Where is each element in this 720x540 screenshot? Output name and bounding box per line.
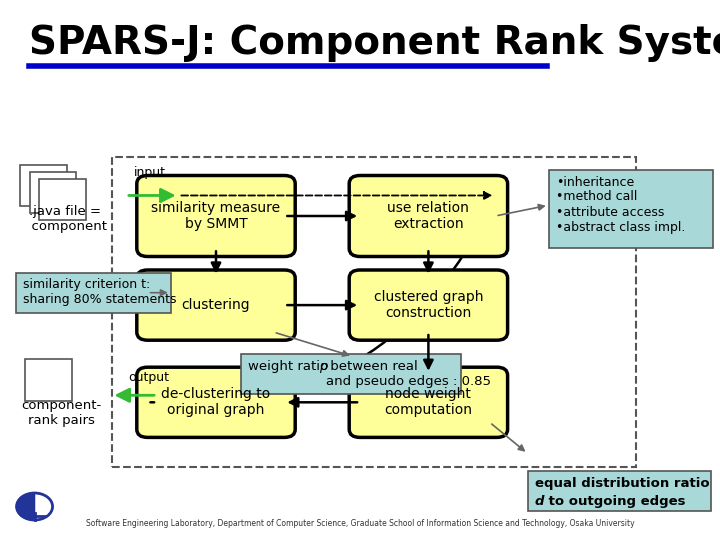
Text: •inheritance
•method call
•attribute access
•abstract class impl.: •inheritance •method call •attribute acc… [556, 176, 685, 233]
FancyBboxPatch shape [137, 367, 295, 437]
FancyBboxPatch shape [349, 176, 508, 256]
Text: SPARS-J: Component Rank System: SPARS-J: Component Rank System [29, 24, 720, 62]
FancyBboxPatch shape [349, 270, 508, 340]
FancyBboxPatch shape [528, 471, 711, 511]
Text: equal distribution ratio: equal distribution ratio [535, 477, 710, 505]
FancyBboxPatch shape [16, 273, 171, 313]
Text: weight ratio: weight ratio [248, 360, 333, 373]
Text: output: output [129, 372, 169, 384]
FancyBboxPatch shape [25, 359, 72, 401]
FancyBboxPatch shape [30, 172, 76, 213]
Text: Software Engineering Laboratory, Department of Computer Science, Graduate School: Software Engineering Laboratory, Departm… [86, 519, 634, 528]
FancyBboxPatch shape [241, 354, 461, 394]
FancyBboxPatch shape [137, 176, 295, 256]
Text: .java file =
  component: .java file = component [23, 205, 107, 233]
Text: de-clustering to
original graph: de-clustering to original graph [161, 387, 271, 417]
FancyBboxPatch shape [137, 270, 295, 340]
Text: input: input [134, 166, 166, 179]
Text: d: d [535, 495, 544, 508]
Text: use relation
extraction: use relation extraction [387, 201, 469, 231]
Text: to outgoing edges: to outgoing edges [544, 495, 686, 508]
FancyBboxPatch shape [39, 179, 86, 220]
Text: clustered graph
construction: clustered graph construction [374, 290, 483, 320]
Text: similarity criterion t:
sharing 80% statements: similarity criterion t: sharing 80% stat… [23, 278, 176, 306]
FancyBboxPatch shape [20, 165, 67, 206]
FancyBboxPatch shape [349, 367, 508, 437]
Text: p: p [319, 360, 328, 373]
Wedge shape [17, 493, 35, 520]
Text: node weight
computation: node weight computation [384, 387, 472, 417]
Text: component-
rank pairs: component- rank pairs [21, 399, 102, 427]
Text: similarity measure
by SMMT: similarity measure by SMMT [151, 201, 281, 231]
Text: clustering: clustering [181, 298, 251, 312]
FancyBboxPatch shape [549, 170, 713, 248]
Text: between real
and pseudo edges : 0.85: between real and pseudo edges : 0.85 [326, 360, 491, 388]
